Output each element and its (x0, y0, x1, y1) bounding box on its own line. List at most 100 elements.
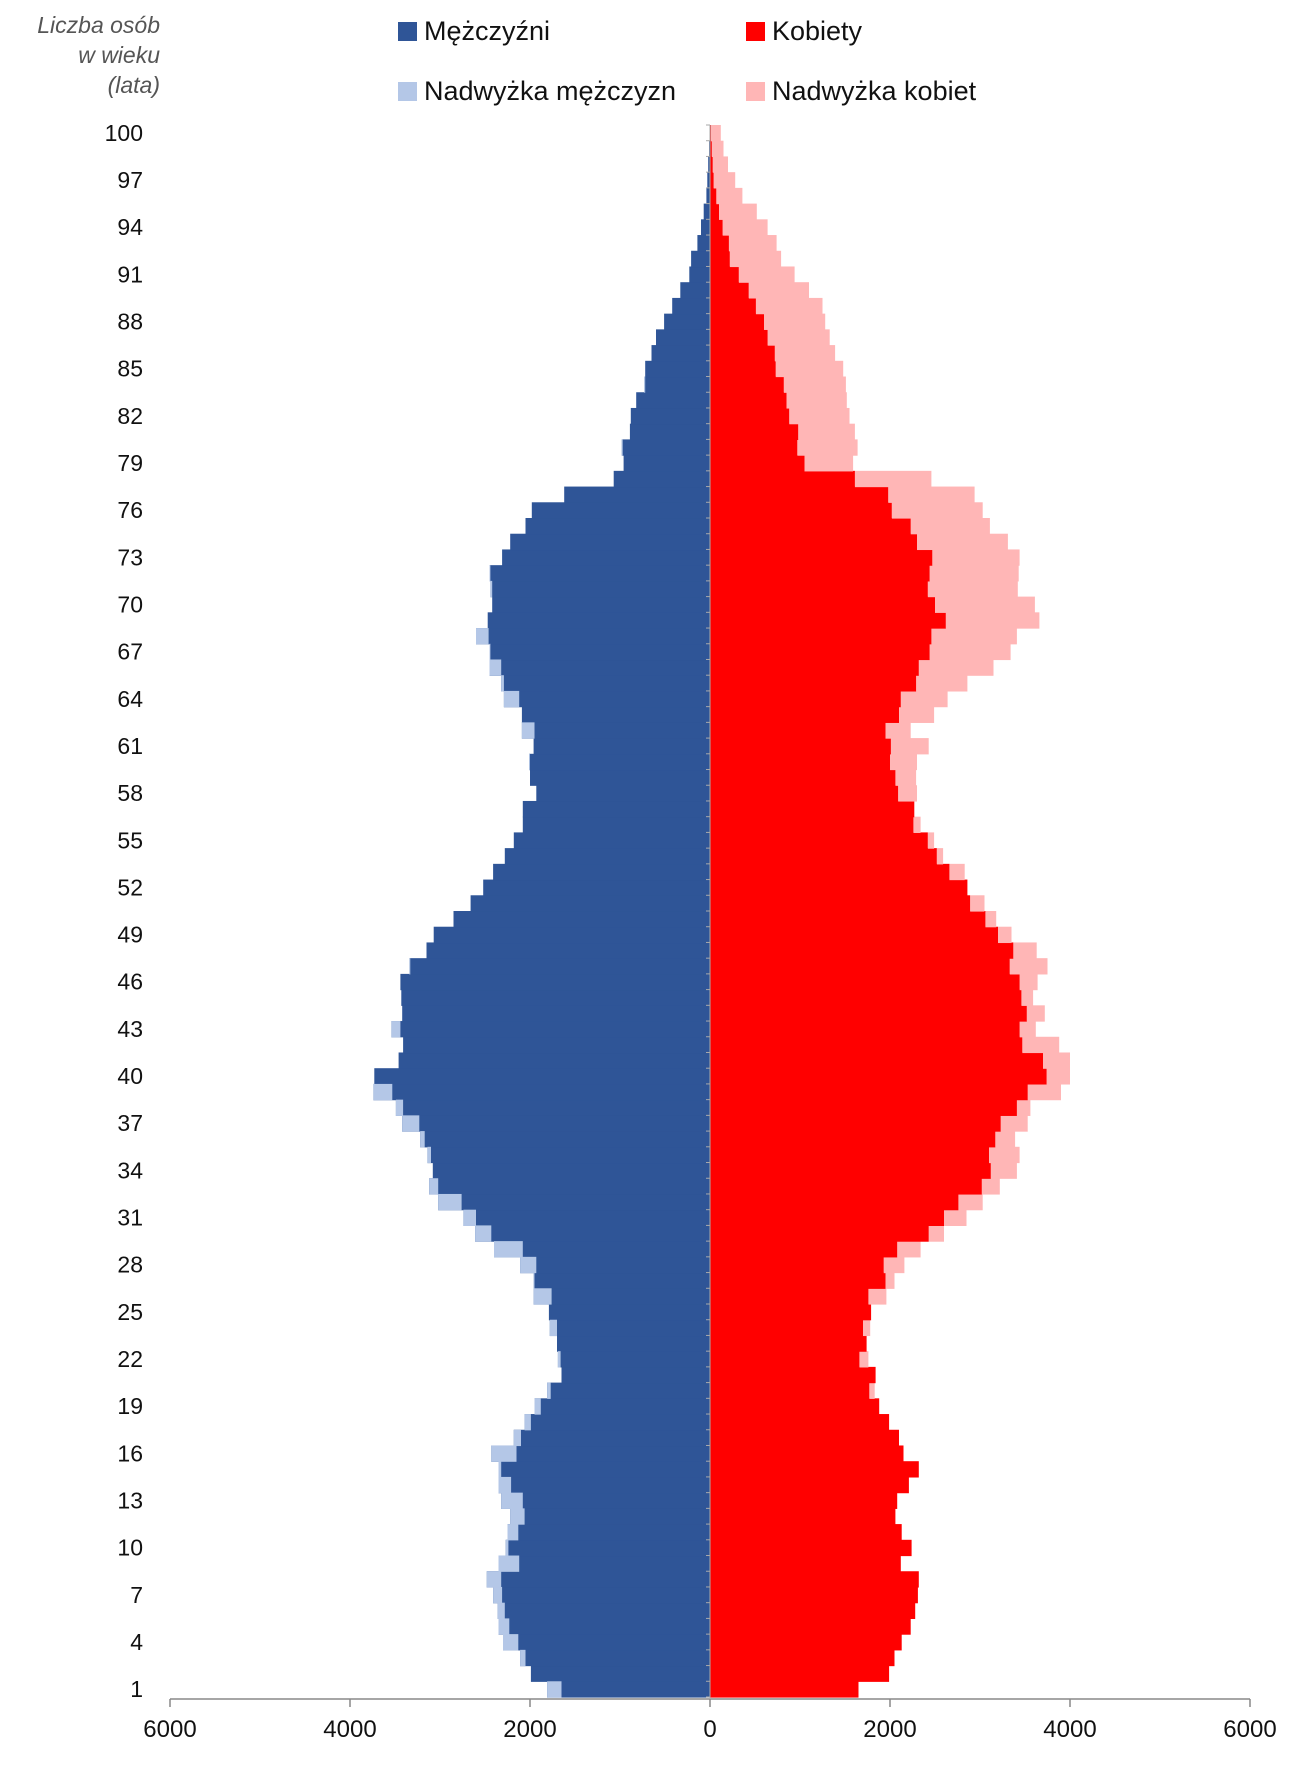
bar-male-excess (549, 1319, 557, 1337)
bar-women (710, 423, 799, 440)
bar-men (398, 1052, 710, 1069)
bar-men (374, 1068, 710, 1085)
bar-men (391, 1021, 710, 1038)
bar-men (470, 895, 710, 912)
y-tick-label: 10 (117, 1535, 143, 1561)
bar-men (645, 360, 710, 378)
bar-men (489, 659, 710, 676)
bar-female-excess (712, 156, 728, 173)
bar-female-excess (944, 1209, 967, 1226)
bar-women (710, 1052, 1043, 1069)
bar-male-excess (491, 1445, 517, 1462)
bar-male-excess (520, 1256, 537, 1274)
bar-women (710, 156, 713, 173)
bar-female-excess (729, 250, 782, 268)
bar-men (433, 926, 710, 944)
bar-female-excess (885, 1272, 895, 1289)
legend-label: Kobiety (772, 16, 863, 46)
bar-women (710, 266, 739, 283)
bar-men (432, 1162, 710, 1179)
bar-women (710, 690, 901, 708)
bar-women (710, 738, 891, 755)
bar-women (710, 863, 950, 881)
bar-female-excess (1021, 989, 1034, 1006)
bar-women (710, 313, 764, 330)
bar-women (710, 1178, 982, 1195)
bar-male-excess (510, 1508, 525, 1525)
y-tick-label: 61 (117, 733, 143, 759)
bar-men (697, 235, 710, 252)
legend-swatch (398, 22, 417, 41)
bar-men (427, 1146, 710, 1164)
bar-female-excess (910, 518, 990, 535)
bar-male-excess (494, 1241, 523, 1258)
bar-men (498, 1618, 710, 1635)
y-tick-label: 13 (117, 1488, 143, 1514)
y-tick-label: 79 (117, 450, 143, 476)
legend-item-male-excess: Nadwyżka mężczyzn (398, 76, 676, 107)
bar-men (438, 1193, 710, 1211)
bar-men (503, 1634, 710, 1651)
bar-men (402, 1115, 710, 1132)
bar-men (708, 156, 710, 173)
bar-men (707, 172, 710, 189)
bar-female-excess (931, 628, 1017, 645)
y-tick-label: 37 (117, 1110, 143, 1136)
x-tick-label: 6000 (143, 1716, 196, 1743)
bar-male-excess (489, 659, 502, 676)
bar-female-excess (774, 345, 836, 362)
bar-men (486, 1571, 710, 1588)
bar-women (710, 911, 986, 928)
bar-female-excess (1019, 1021, 1036, 1038)
bar-women (710, 329, 768, 346)
bar-female-excess (869, 1382, 875, 1399)
bar-men (530, 1665, 710, 1682)
y-tick-label: 94 (117, 214, 143, 240)
bar-men (534, 1398, 710, 1415)
bar-male-excess (533, 1272, 535, 1289)
bar-men (529, 753, 710, 771)
bar-men (672, 297, 710, 315)
bar-men (510, 1508, 710, 1525)
bar-men (513, 1429, 710, 1447)
bar-female-excess (1043, 1052, 1070, 1069)
bar-male-excess (644, 376, 646, 393)
y-tick-label: 25 (117, 1299, 143, 1325)
bar-female-excess (1000, 1115, 1028, 1132)
bar-men (533, 1272, 710, 1289)
bar-men (557, 1351, 710, 1368)
bar-men (630, 407, 710, 425)
bar-men (623, 455, 710, 472)
bar-male-excess (501, 1492, 523, 1509)
bar-men (636, 392, 710, 409)
bar-male-excess (547, 1382, 551, 1399)
y-tick-label: 88 (117, 309, 143, 335)
bar-male-excess (497, 1602, 505, 1619)
bar-female-excess (804, 455, 854, 472)
bar-women (710, 1115, 1001, 1132)
bar-women (710, 455, 805, 472)
bar-men (680, 282, 710, 299)
bar-women (710, 1319, 863, 1337)
bar-women (710, 1036, 1023, 1054)
bar-women (710, 659, 919, 676)
x-tick-label: 6000 (1223, 1716, 1276, 1743)
bar-female-excess (719, 203, 757, 220)
bar-female-excess (916, 675, 968, 692)
y-tick-label: 76 (117, 497, 143, 523)
legend-item-female-excess: Nadwyżka kobiet (746, 76, 976, 107)
bar-male-excess (507, 1524, 519, 1541)
y-tick-label: 16 (117, 1440, 143, 1466)
bar-male-excess (373, 1083, 393, 1101)
bar-male-excess (501, 675, 504, 692)
bar-men (501, 1492, 710, 1509)
bar-women (710, 219, 723, 236)
bar-women (710, 1618, 911, 1635)
bar-female-excess (891, 502, 983, 519)
bar-women (710, 1445, 904, 1462)
bar-women (710, 1681, 859, 1698)
axis-layer: 6000 4000 2000 0 2000 4000 6000147101316192225… (105, 120, 1277, 1743)
bar-women (710, 1162, 991, 1179)
bar-women (710, 1068, 1047, 1085)
